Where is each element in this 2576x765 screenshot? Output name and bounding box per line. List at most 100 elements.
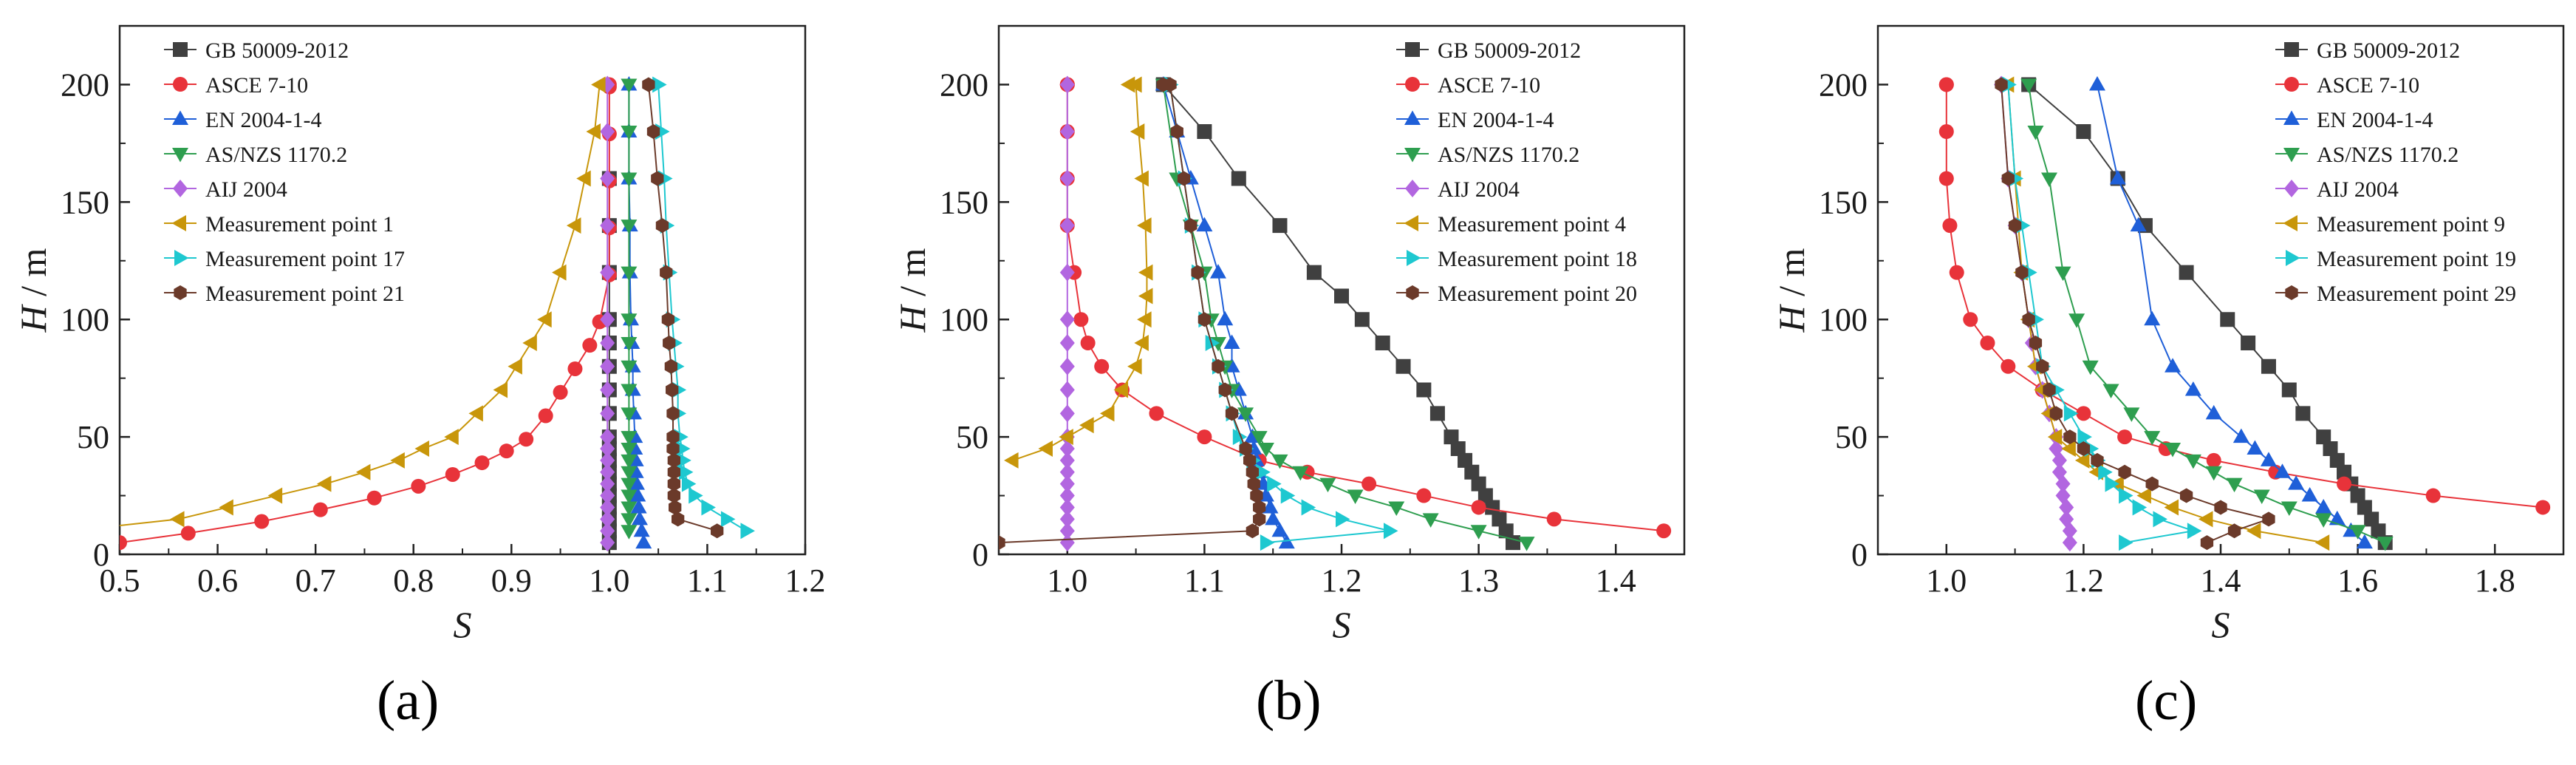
data-point (2132, 499, 2148, 516)
legend-label: AS/NZS 1170.2 (2317, 143, 2459, 167)
data-point (444, 429, 459, 446)
data-point (2008, 218, 2022, 234)
data-point (621, 360, 638, 375)
legend-label: EN 2004-1-4 (2317, 108, 2433, 132)
data-point (2232, 428, 2249, 443)
x-axis-label: S (1333, 604, 1351, 645)
data-point (1059, 381, 1075, 399)
data-point (1942, 218, 1958, 234)
data-point (1059, 475, 1075, 493)
data-point (1231, 171, 1246, 186)
data-point (1138, 264, 1153, 281)
data-point (1059, 334, 1075, 352)
data-point (1336, 511, 1350, 528)
data-point (2247, 440, 2264, 455)
data-point (666, 406, 680, 421)
legend-entry: AS/NZS 1170.2 (1396, 143, 1579, 167)
data-point (621, 313, 638, 328)
data-point (553, 384, 568, 400)
panel-label-a: (a) (377, 670, 440, 732)
data-point (2001, 171, 2015, 186)
data-point (2136, 487, 2151, 504)
legend-label: ASCE 7-10 (205, 73, 308, 98)
data-point (661, 312, 675, 327)
data-point (1198, 312, 1212, 327)
data-point (1094, 358, 1110, 374)
data-point (1134, 170, 1149, 187)
data-point (2062, 534, 2077, 552)
data-point (2041, 172, 2057, 188)
data-point (667, 476, 681, 492)
y-tick-label: 0 (93, 537, 109, 573)
data-point (1059, 75, 1075, 94)
data-point (2246, 523, 2261, 540)
data-point (1209, 264, 1226, 279)
data-point (600, 534, 615, 552)
legend-label: GB 50009-2012 (1438, 38, 1581, 63)
data-point (1137, 311, 1152, 328)
y-tick-label: 50 (956, 419, 988, 455)
y-tick-label: 100 (940, 302, 988, 338)
data-point (1272, 218, 1288, 234)
data-point (2274, 463, 2291, 478)
legend-entry: AS/NZS 1170.2 (164, 143, 347, 167)
legend-label: GB 50009-2012 (205, 38, 349, 63)
data-point (1197, 124, 1212, 139)
data-point (667, 464, 681, 480)
legend-entry: Measurement point 29 (2275, 282, 2516, 306)
data-point (689, 487, 703, 504)
data-point (1059, 440, 1075, 458)
data-point (669, 500, 682, 515)
data-point (740, 523, 755, 540)
data-point (2301, 487, 2318, 502)
data-point (2314, 534, 2330, 551)
data-point (2281, 382, 2297, 398)
data-point (2054, 266, 2071, 282)
data-point (1157, 77, 1170, 92)
y-tick-label: 50 (1835, 419, 1868, 455)
data-point (621, 266, 638, 282)
data-point (1099, 405, 1115, 422)
data-point (1362, 476, 1377, 492)
data-point (1247, 476, 1260, 492)
data-point (1963, 312, 1978, 327)
data-point (2076, 406, 2091, 421)
data-point (1301, 499, 1316, 516)
data-point (678, 463, 694, 480)
data-point (2364, 511, 2379, 527)
data-point (621, 443, 638, 458)
x-tick-label: 1.3 (1458, 562, 1499, 599)
data-point (312, 502, 328, 517)
data-point (635, 534, 652, 549)
legend-entry: GB 50009-2012 (1396, 38, 1581, 63)
data-point (2227, 523, 2241, 539)
x-tick-label: 1.2 (1322, 562, 1362, 599)
data-point (1422, 513, 1439, 528)
data-point (2316, 429, 2331, 445)
x-axis-label: S (2212, 604, 2230, 645)
data-point (1237, 407, 1254, 422)
data-point (591, 76, 606, 93)
chart-panel-a: 0.5 0.6 0.7 0.8 0.9 1.0 1.1 1.2 0 50 100 150 200 S H /… (13, 24, 826, 645)
legend-label: AIJ 2004 (205, 177, 287, 202)
x-tick-label: 1.8 (2475, 562, 2515, 599)
data-point (720, 511, 736, 528)
y-tick-label: 200 (940, 67, 988, 103)
data-point (1177, 171, 1191, 186)
data-point (1252, 511, 1266, 527)
legend-label: Measurement point 20 (1438, 282, 1637, 306)
data-point (2329, 510, 2346, 526)
x-tick-label: 1.0 (1926, 562, 1967, 599)
data-point (2281, 501, 2297, 516)
data-point (1267, 475, 1282, 492)
data-point (2329, 452, 2345, 468)
legend-label: AS/NZS 1170.2 (1438, 143, 1579, 167)
data-point (1059, 510, 1075, 528)
data-point (652, 76, 667, 93)
data-point (1262, 498, 1279, 514)
data-point (633, 522, 650, 537)
data-point (2144, 431, 2161, 446)
data-point (1458, 452, 1473, 468)
series-line (2028, 84, 2386, 544)
data-point (2123, 407, 2140, 422)
